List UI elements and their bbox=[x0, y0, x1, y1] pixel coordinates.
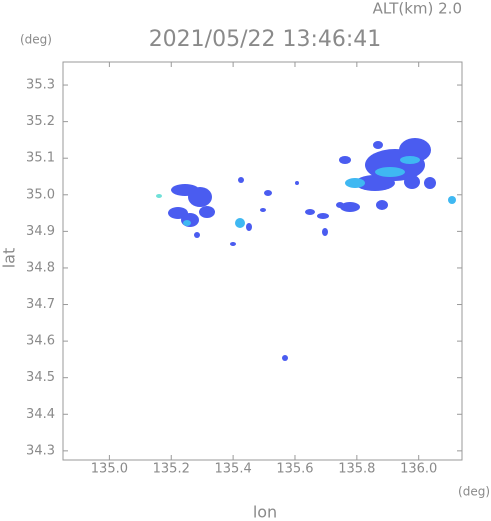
x-tick-label: 135.2 bbox=[153, 462, 190, 477]
chart-title: 2021/05/22 13:46:41 bbox=[149, 27, 382, 52]
y-tick-label: 34.4 bbox=[26, 407, 55, 422]
y-tick-label: 34.8 bbox=[26, 260, 55, 275]
y-tick-label: 34.6 bbox=[26, 334, 55, 349]
plot-frame bbox=[62, 61, 463, 461]
x-axis-label: lon bbox=[253, 503, 277, 521]
x-tick-label: 135.0 bbox=[91, 462, 128, 477]
y-tick-label: 34.5 bbox=[26, 370, 55, 385]
x-tick-label: 135.4 bbox=[215, 462, 252, 477]
y-tick-label: 35.3 bbox=[26, 78, 55, 93]
x-tick-label: 135.8 bbox=[338, 462, 375, 477]
y-unit: (deg) bbox=[20, 33, 52, 47]
y-tick-label: 35.1 bbox=[26, 151, 55, 166]
x-tick-label: 135.6 bbox=[276, 462, 313, 477]
y-axis-label: lat bbox=[0, 248, 19, 269]
altitude-label: ALT(km) 2.0 bbox=[373, 0, 462, 18]
y-tick-label: 34.3 bbox=[26, 443, 55, 458]
x-tick-label: 136.0 bbox=[400, 462, 437, 477]
x-unit: (deg) bbox=[458, 485, 490, 499]
y-tick-label: 34.9 bbox=[26, 224, 55, 239]
y-tick-label: 34.7 bbox=[26, 297, 55, 312]
radar-echoes bbox=[156, 138, 456, 361]
y-tick-label: 35.0 bbox=[26, 187, 55, 202]
y-tick-label: 35.2 bbox=[26, 114, 55, 129]
